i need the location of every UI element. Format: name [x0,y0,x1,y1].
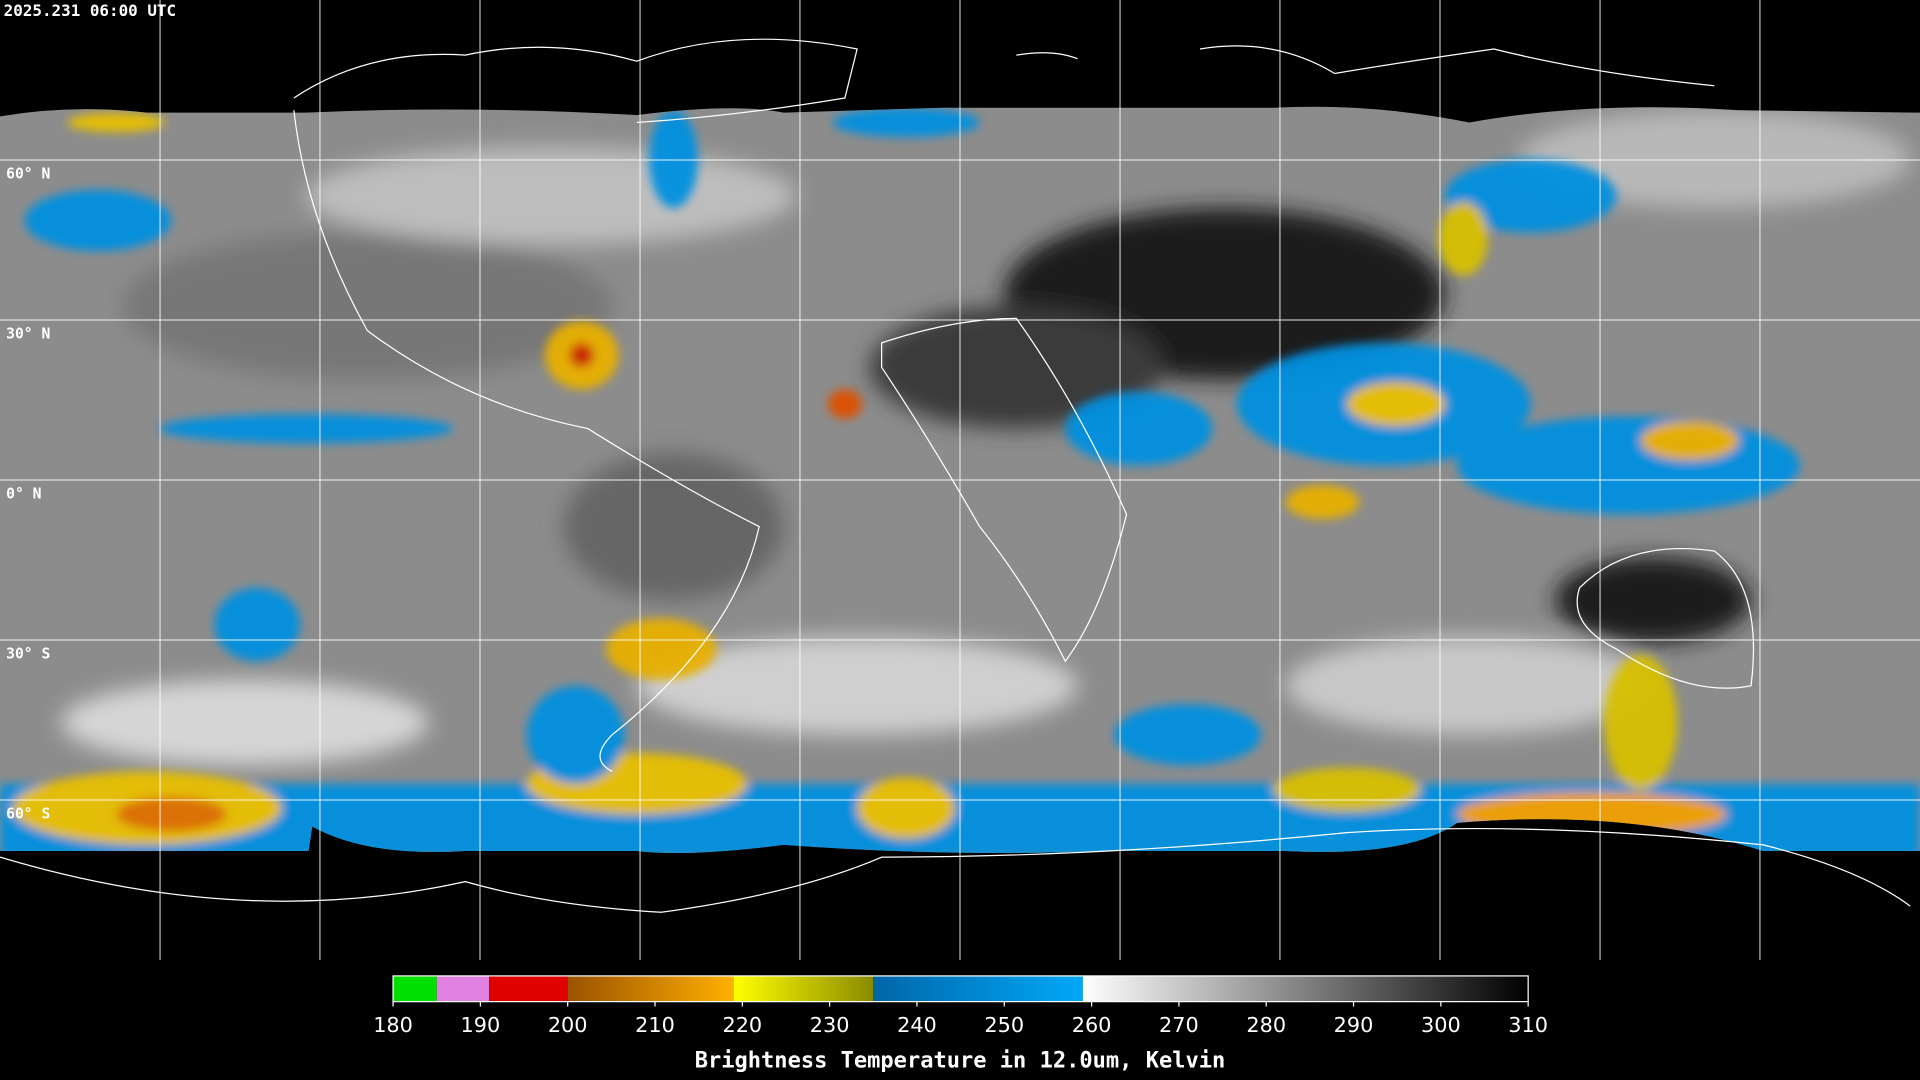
colorbar-segment [567,975,734,1002]
colorbar-title: Brightness Temperature in 12.0um, Kelvin [695,1049,1226,1074]
timestamp: 2025.231 06:00 UTC [4,1,176,20]
colorbar-tick-label: 260 [1072,1013,1112,1037]
colorbar-tick-label: 300 [1421,1013,1461,1037]
colorbar-segment [436,975,490,1002]
colorbar-tick-label: 240 [897,1013,937,1037]
colorbar-tick-label: 210 [635,1013,675,1037]
colorbar-tick-label: 250 [984,1013,1024,1037]
colorbar-frame [392,975,1529,1003]
colorbar-tick-label: 230 [810,1013,850,1037]
colorbar-tick-label: 180 [373,1013,413,1037]
colorbar-segment [1082,975,1529,1002]
colorbar-tick-label: 190 [461,1013,501,1037]
colorbar-segment [733,975,874,1002]
colorbar-tick-label: 220 [722,1013,762,1037]
colorbar-tick-label: 310 [1508,1013,1548,1037]
colorbar-tick-label: 270 [1159,1013,1199,1037]
latitude-label: 60° N [6,166,50,183]
latitude-label: 30° N [6,326,50,343]
colorbar-segment [873,975,1083,1002]
latitude-label: 60° S [6,806,50,823]
colorbar-segment [393,975,437,1002]
colorbar-segment [489,975,568,1002]
latitude-label: 30° S [6,646,50,663]
colorbar-tick-label: 200 [548,1013,588,1037]
colorbar-tick-label: 290 [1334,1013,1374,1037]
latitude-label: 0° N [6,486,41,503]
colorbar-tick-label: 280 [1246,1013,1286,1037]
coastlines [0,38,1911,913]
